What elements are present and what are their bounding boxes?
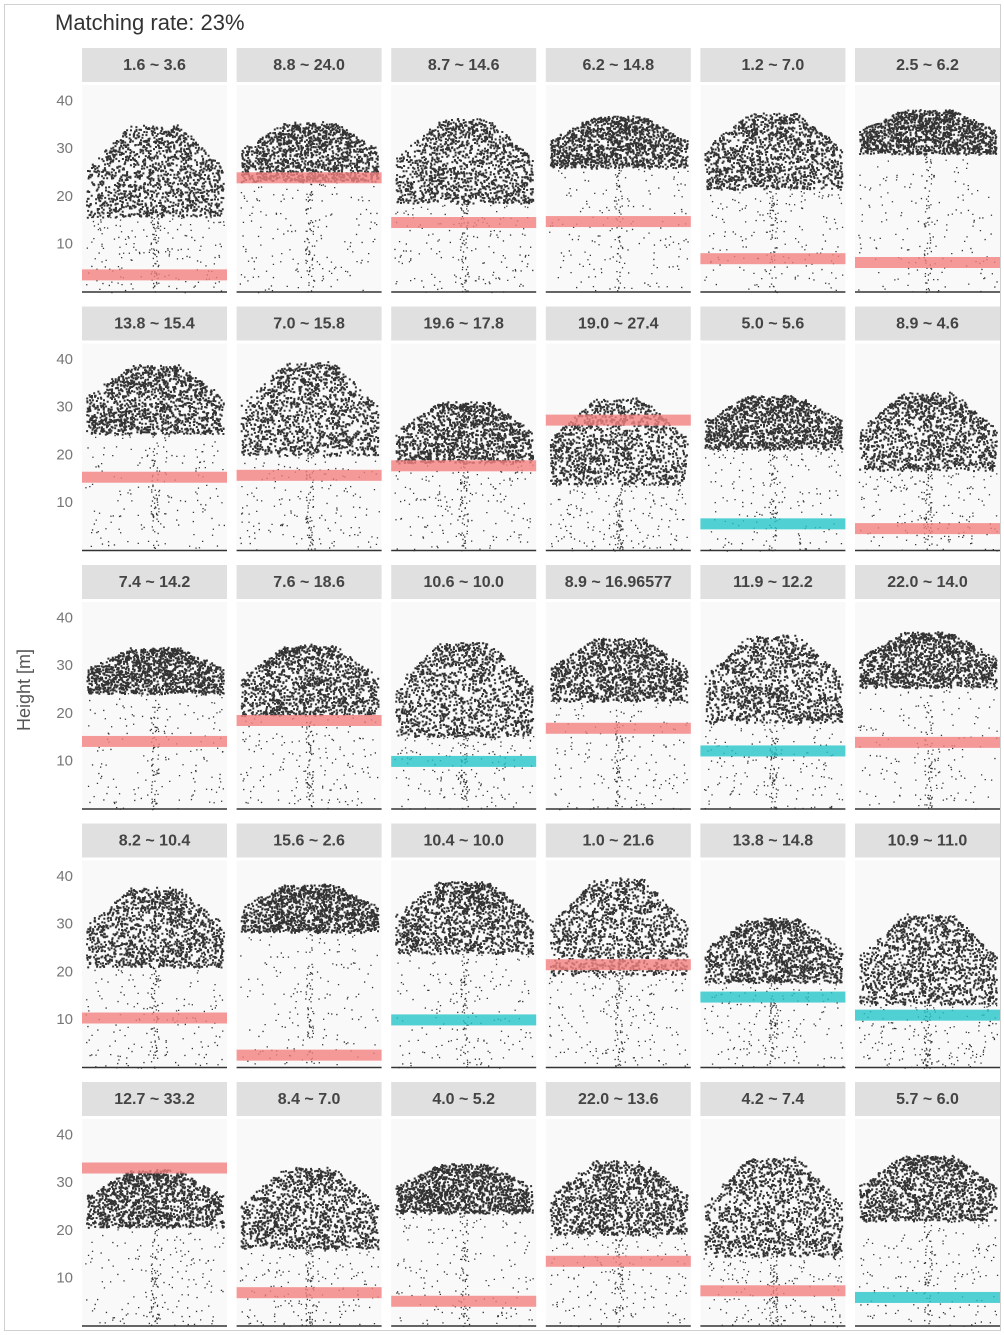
band [82,1013,227,1024]
panel-label: 8.2 ~ 10.4 [119,833,191,850]
band [855,1292,1000,1303]
band [546,959,691,970]
panel-label: 4.2 ~ 7.4 [742,1091,805,1108]
panel-label: 22.0 ~ 13.6 [578,1091,659,1108]
plot-bg [391,1119,536,1326]
chart-title: Matching rate: 23% [55,10,245,35]
plot-bg [82,85,227,292]
y-tick-label: 30 [56,916,73,933]
y-tick-label: 30 [56,657,73,674]
band [855,523,1000,534]
y-tick-label: 10 [56,235,73,252]
y-axis-label: Height [m] [14,649,34,731]
plot-bg [855,602,1000,809]
y-tick-label: 20 [56,188,73,205]
panel-label: 2.5 ~ 6.2 [896,57,959,74]
band [82,472,227,483]
y-tick-label: 40 [56,93,73,110]
band [546,1256,691,1267]
y-tick-label: 30 [56,399,73,416]
panel-label: 4.0 ~ 5.2 [432,1091,495,1108]
y-tick-label: 20 [56,1222,73,1239]
panel-label: 10.9 ~ 11.0 [888,833,968,850]
band [237,172,382,183]
y-tick-label: 30 [56,1174,73,1191]
panel-label: 1.2 ~ 7.0 [742,57,805,74]
panel-label: 8.7 ~ 14.6 [428,57,500,74]
panel-label: 19.6 ~ 17.8 [423,316,504,333]
band [546,216,691,227]
band [855,257,1000,268]
y-tick-label: 40 [56,351,73,368]
panel-label: 7.4 ~ 14.2 [119,574,191,591]
band [391,1014,536,1025]
panel-label: 8.9 ~ 4.6 [896,316,959,333]
band [237,470,382,481]
panel-label: 7.0 ~ 15.8 [273,316,345,333]
panel-label: 5.0 ~ 5.6 [742,316,805,333]
panel-label: 19.0 ~ 27.4 [578,316,659,333]
band [82,269,227,280]
panel-label: 11.9 ~ 12.2 [733,574,813,591]
panel-label: 13.8 ~ 15.4 [114,316,195,333]
panel-label: 10.6 ~ 10.0 [423,574,504,591]
band [237,1287,382,1298]
panel-label: 7.6 ~ 18.6 [273,574,345,591]
panel-label: 22.0 ~ 14.0 [887,574,968,591]
plot-bg [82,602,227,809]
plot-bg [237,85,382,292]
band [82,736,227,747]
band [855,1010,1000,1021]
y-tick-label: 20 [56,705,73,722]
y-tick-label: 30 [56,140,73,157]
panel-label: 12.7 ~ 33.2 [114,1091,195,1108]
band [237,1050,382,1061]
plot-bg [855,344,1000,551]
y-tick-label: 20 [56,963,73,980]
y-tick-label: 40 [56,610,73,627]
panel-label: 15.6 ~ 2.6 [273,833,345,850]
band [82,1163,227,1174]
band [237,715,382,726]
band [700,1285,845,1296]
y-tick-label: 10 [56,752,73,769]
panel-label: 10.4 ~ 10.0 [423,833,504,850]
panel-label: 6.2 ~ 14.8 [582,57,654,74]
panel-label: 5.7 ~ 6.0 [896,1091,959,1108]
chart: Matching rate: 23% Height [m] 1.6 ~ 3.6 1… [0,0,1004,1335]
y-tick-label: 20 [56,446,73,463]
y-tick-label: 10 [56,1011,73,1028]
y-tick-label: 10 [56,1269,73,1286]
band [391,460,536,471]
panel-label: 13.8 ~ 14.8 [733,833,814,850]
band [546,415,691,426]
panel-label: 1.6 ~ 3.6 [123,57,186,74]
band [546,723,691,734]
band [391,217,536,228]
panel-label: 1.0 ~ 21.6 [582,833,654,850]
y-tick-label: 10 [56,494,73,511]
band [700,992,845,1003]
band [391,756,536,767]
band [700,253,845,264]
y-tick-label: 40 [56,868,73,885]
band [700,745,845,756]
band [700,518,845,529]
panel-label: 8.4 ~ 7.0 [278,1091,341,1108]
panel-label: 8.8 ~ 24.0 [273,57,345,74]
band [855,737,1000,748]
y-tick-label: 40 [56,1127,73,1144]
band [391,1296,536,1307]
panel-label: 8.9 ~ 16.96577 [565,574,672,591]
